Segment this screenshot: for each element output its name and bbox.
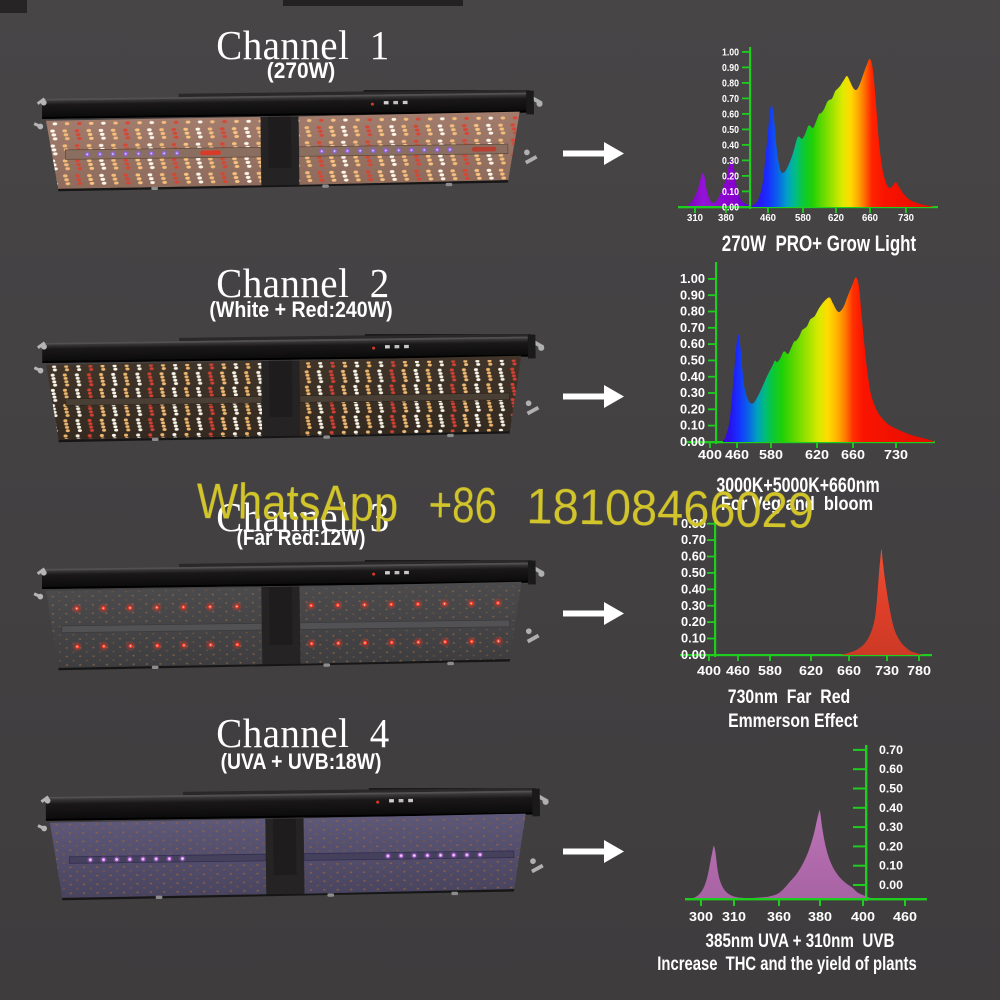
svg-text:780: 780 [907,664,931,678]
svg-text:0.30: 0.30 [680,386,705,400]
svg-text:460: 460 [726,664,750,678]
svg-text:620: 620 [805,448,829,462]
svg-text:730: 730 [884,448,908,462]
svg-text:380: 380 [808,910,832,924]
svg-text:0.60: 0.60 [681,550,706,564]
svg-text:0.60: 0.60 [879,762,903,776]
svg-text:0.70: 0.70 [681,533,706,547]
svg-text:0.40: 0.40 [722,141,739,152]
svg-text:1.00: 1.00 [680,272,705,286]
svg-text:0.80: 0.80 [722,79,739,90]
svg-text:0.30: 0.30 [722,156,739,167]
svg-text:620: 620 [799,664,823,678]
svg-text:0.20: 0.20 [680,402,705,416]
svg-text:0.40: 0.40 [680,370,705,384]
svg-text:400: 400 [851,910,875,924]
svg-text:0.50: 0.50 [722,125,739,136]
svg-text:580: 580 [758,664,782,678]
svg-text:580: 580 [795,213,811,224]
svg-text:0.00: 0.00 [680,435,705,449]
svg-text:0.70: 0.70 [879,743,903,757]
svg-text:0.30: 0.30 [879,820,903,834]
svg-text:0.10: 0.10 [681,632,706,646]
svg-text:0.40: 0.40 [681,582,706,596]
svg-text:0.00: 0.00 [879,878,903,892]
svg-text:0.20: 0.20 [681,615,706,629]
svg-text:0.80: 0.80 [680,305,705,319]
svg-text:0.00: 0.00 [681,648,706,662]
svg-text:400: 400 [698,448,722,462]
svg-text:580: 580 [759,448,783,462]
svg-text:0.10: 0.10 [722,187,739,198]
svg-text:0.90: 0.90 [722,63,739,74]
svg-text:0.70: 0.70 [722,94,739,105]
svg-text:0.00: 0.00 [722,203,739,214]
svg-text:730: 730 [898,213,914,224]
svg-text:660: 660 [837,664,861,678]
svg-text:0.10: 0.10 [680,419,705,433]
svg-text:460: 460 [893,910,917,924]
svg-text:0.50: 0.50 [681,566,706,580]
svg-text:0.30: 0.30 [681,599,706,613]
svg-text:360: 360 [767,910,791,924]
svg-text:660: 660 [841,448,865,462]
svg-text:730: 730 [875,664,899,678]
svg-text:660: 660 [862,213,878,224]
svg-text:460: 460 [725,448,749,462]
svg-text:400: 400 [697,664,721,678]
svg-text:0.60: 0.60 [722,110,739,121]
svg-text:0.50: 0.50 [879,782,903,796]
svg-text:0.10: 0.10 [879,859,903,873]
svg-text:620: 620 [828,213,844,224]
svg-text:0.80: 0.80 [681,517,706,531]
svg-text:300: 300 [689,910,713,924]
svg-text:0.20: 0.20 [722,172,739,183]
svg-text:0.90: 0.90 [680,288,705,302]
svg-text:1.00: 1.00 [722,48,739,59]
svg-text:310: 310 [722,910,746,924]
svg-text:0.50: 0.50 [680,354,705,368]
svg-text:0.70: 0.70 [680,321,705,335]
svg-text:0.40: 0.40 [879,801,903,815]
svg-text:380: 380 [718,213,734,224]
svg-text:460: 460 [760,213,776,224]
svg-text:0.60: 0.60 [680,337,705,351]
svg-text:310: 310 [687,213,703,224]
svg-text:0.20: 0.20 [879,839,903,853]
